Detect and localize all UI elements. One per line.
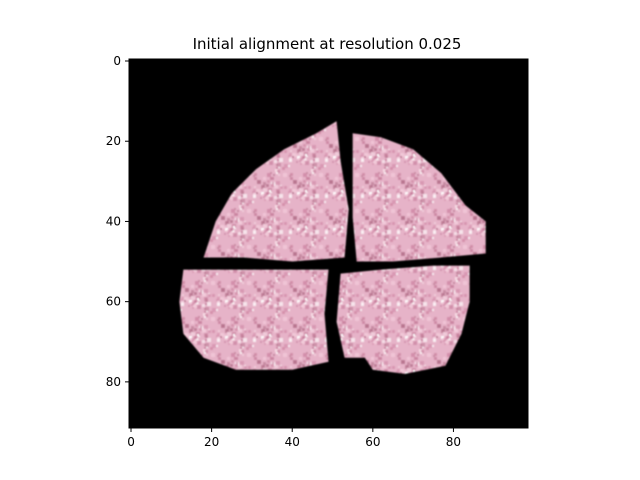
y-tick-label: 40 bbox=[106, 214, 121, 228]
x-tick-label: 80 bbox=[446, 435, 461, 449]
y-tick-label: 20 bbox=[106, 134, 121, 148]
tissue-fragment-upper-left bbox=[203, 121, 349, 262]
x-axis: 0 20 40 60 80 bbox=[127, 428, 461, 449]
x-tick-label: 60 bbox=[365, 435, 380, 449]
chart-title: Initial alignment at resolution 0.025 bbox=[193, 35, 462, 53]
y-tick-label: 80 bbox=[106, 375, 121, 389]
tissue-fragment-lower-left bbox=[179, 269, 329, 370]
y-tick-label: 60 bbox=[106, 295, 121, 309]
plot-area bbox=[128, 58, 529, 429]
plot-frame bbox=[128, 58, 529, 429]
x-tick-label: 20 bbox=[204, 435, 219, 449]
x-tick-label: 40 bbox=[285, 435, 300, 449]
y-axis: 0 20 40 60 80 bbox=[106, 54, 129, 389]
x-tick-label: 0 bbox=[127, 435, 135, 449]
y-tick-label: 0 bbox=[113, 54, 121, 68]
tissue-fragment-lower-right bbox=[336, 265, 470, 374]
tissue-fragment-upper-right bbox=[352, 133, 486, 262]
